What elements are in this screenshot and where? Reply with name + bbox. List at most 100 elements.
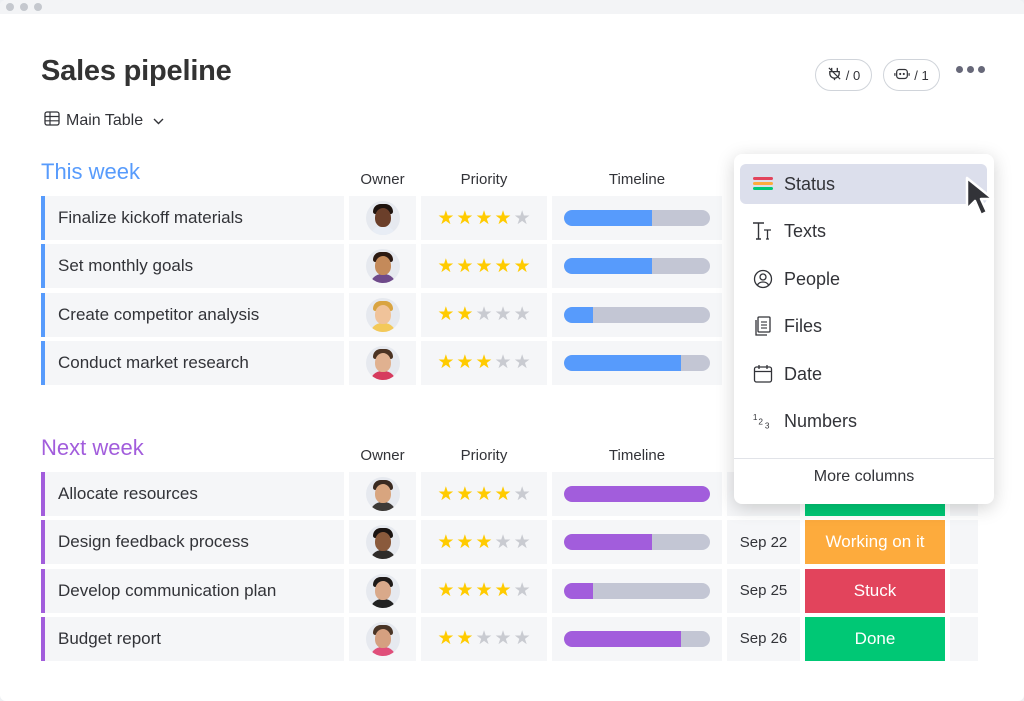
star-icon[interactable]: ★ bbox=[456, 580, 474, 602]
date-cell[interactable]: Sep 26 bbox=[727, 616, 800, 661]
owner-cell[interactable] bbox=[349, 292, 416, 337]
integrations-button[interactable]: / 0 bbox=[815, 59, 872, 91]
star-icon[interactable]: ★ bbox=[513, 304, 531, 326]
priority-rating[interactable]: ★ ★ ★ ★ ★ bbox=[421, 340, 547, 385]
column-header-priority[interactable]: Priority bbox=[460, 171, 508, 188]
empty-cell[interactable] bbox=[950, 568, 978, 613]
star-icon[interactable]: ★ bbox=[437, 304, 455, 326]
priority-rating[interactable]: ★ ★ ★ ★ ★ bbox=[421, 616, 547, 661]
owner-cell[interactable] bbox=[349, 472, 416, 516]
timeline-cell[interactable] bbox=[552, 568, 722, 613]
item-name-cell[interactable]: Develop communication plan bbox=[41, 568, 344, 613]
star-icon[interactable]: ★ bbox=[513, 531, 531, 553]
star-icon[interactable]: ★ bbox=[494, 628, 512, 650]
column-header-timeline[interactable]: Timeline bbox=[608, 171, 666, 188]
item-name-cell[interactable]: Design feedback process bbox=[41, 520, 344, 565]
star-icon[interactable]: ★ bbox=[437, 580, 455, 602]
empty-cell[interactable] bbox=[950, 616, 978, 661]
owner-cell[interactable] bbox=[349, 244, 416, 289]
item-name-cell[interactable]: Set monthly goals bbox=[41, 244, 344, 289]
timeline-cell[interactable] bbox=[552, 520, 722, 565]
star-icon[interactable]: ★ bbox=[475, 304, 493, 326]
group-title-this-week[interactable]: This week bbox=[41, 159, 141, 184]
item-name-cell[interactable]: Finalize kickoff materials bbox=[41, 196, 344, 240]
menu-item-people[interactable]: People bbox=[740, 259, 987, 299]
star-icon[interactable]: ★ bbox=[437, 207, 455, 229]
more-columns-button[interactable]: More columns bbox=[813, 468, 915, 485]
priority-rating[interactable]: ★ ★ ★ ★ ★ bbox=[421, 196, 547, 240]
star-icon[interactable]: ★ bbox=[475, 531, 493, 553]
owner-cell[interactable] bbox=[349, 616, 416, 661]
view-switcher[interactable]: Main Table bbox=[44, 111, 164, 131]
star-icon[interactable]: ★ bbox=[494, 255, 512, 277]
table-row[interactable]: Conduct market research ★ ★ ★ ★ ★ bbox=[41, 340, 981, 385]
status-cell[interactable]: Stuck bbox=[805, 568, 945, 613]
star-icon[interactable]: ★ bbox=[494, 304, 512, 326]
priority-rating[interactable]: ★ ★ ★ ★ ★ bbox=[421, 292, 547, 337]
item-name-cell[interactable]: Conduct market research bbox=[41, 340, 344, 385]
star-icon[interactable]: ★ bbox=[494, 207, 512, 229]
star-icon[interactable]: ★ bbox=[475, 580, 493, 602]
star-icon[interactable]: ★ bbox=[513, 580, 531, 602]
timeline-cell[interactable] bbox=[552, 244, 722, 289]
item-name-cell[interactable]: Budget report bbox=[41, 616, 344, 661]
star-icon[interactable]: ★ bbox=[475, 207, 493, 229]
star-icon[interactable]: ★ bbox=[456, 531, 474, 553]
menu-item-status[interactable]: Status bbox=[740, 164, 987, 204]
status-cell[interactable]: Done bbox=[805, 616, 945, 661]
timeline-cell[interactable] bbox=[552, 616, 722, 661]
priority-rating[interactable]: ★ ★ ★ ★ ★ bbox=[421, 472, 547, 516]
column-header-timeline[interactable]: Timeline bbox=[608, 447, 666, 464]
owner-cell[interactable] bbox=[349, 196, 416, 240]
table-row[interactable]: Finalize kickoff materials ★ ★ ★ ★ ★ bbox=[41, 196, 981, 240]
priority-rating[interactable]: ★ ★ ★ ★ ★ bbox=[421, 568, 547, 613]
star-icon[interactable]: ★ bbox=[456, 352, 474, 374]
date-cell[interactable]: Sep 25 bbox=[727, 568, 800, 613]
star-icon[interactable]: ★ bbox=[494, 352, 512, 374]
star-icon[interactable]: ★ bbox=[494, 531, 512, 553]
menu-item-texts[interactable]: Texts bbox=[740, 211, 987, 251]
table-row[interactable]: Create competitor analysis ★ ★ ★ ★ ★ bbox=[41, 292, 981, 337]
star-icon[interactable]: ★ bbox=[494, 483, 512, 505]
column-header-owner[interactable]: Owner bbox=[360, 171, 405, 188]
priority-rating[interactable]: ★ ★ ★ ★ ★ bbox=[421, 244, 547, 289]
star-icon[interactable]: ★ bbox=[437, 255, 455, 277]
empty-cell[interactable] bbox=[950, 520, 978, 565]
star-icon[interactable]: ★ bbox=[456, 255, 474, 277]
star-icon[interactable]: ★ bbox=[475, 483, 493, 505]
menu-item-date[interactable]: Date bbox=[740, 354, 987, 394]
star-icon[interactable]: ★ bbox=[475, 352, 493, 374]
star-icon[interactable]: ★ bbox=[437, 628, 455, 650]
menu-item-files[interactable]: Files bbox=[740, 306, 987, 346]
automations-button[interactable]: / 1 bbox=[883, 59, 940, 91]
item-name-cell[interactable]: Allocate resources bbox=[41, 472, 344, 516]
timeline-cell[interactable] bbox=[552, 196, 722, 240]
group-title-next-week[interactable]: Next week bbox=[41, 435, 144, 460]
timeline-cell[interactable] bbox=[552, 340, 722, 385]
star-icon[interactable]: ★ bbox=[437, 352, 455, 374]
column-header-priority[interactable]: Priority bbox=[460, 447, 508, 464]
star-icon[interactable]: ★ bbox=[456, 304, 474, 326]
star-icon[interactable]: ★ bbox=[513, 628, 531, 650]
star-icon[interactable]: ★ bbox=[437, 531, 455, 553]
date-cell[interactable]: Sep 22 bbox=[727, 520, 800, 565]
star-icon[interactable]: ★ bbox=[494, 580, 512, 602]
owner-cell[interactable] bbox=[349, 520, 416, 565]
table-row[interactable]: Budget report ★ ★ ★ ★ ★ Sep 26 Done bbox=[41, 616, 981, 661]
table-row[interactable]: Set monthly goals ★ ★ ★ ★ ★ bbox=[41, 244, 981, 289]
star-icon[interactable]: ★ bbox=[456, 628, 474, 650]
star-icon[interactable]: ★ bbox=[513, 207, 531, 229]
star-icon[interactable]: ★ bbox=[513, 255, 531, 277]
star-icon[interactable]: ★ bbox=[437, 483, 455, 505]
star-icon[interactable]: ★ bbox=[475, 255, 493, 277]
status-cell[interactable]: Working on it bbox=[805, 520, 945, 565]
star-icon[interactable]: ★ bbox=[513, 352, 531, 374]
timeline-cell[interactable] bbox=[552, 472, 722, 516]
star-icon[interactable]: ★ bbox=[475, 628, 493, 650]
timeline-cell[interactable] bbox=[552, 292, 722, 337]
star-icon[interactable]: ★ bbox=[456, 483, 474, 505]
star-icon[interactable]: ★ bbox=[513, 483, 531, 505]
star-icon[interactable]: ★ bbox=[456, 207, 474, 229]
owner-cell[interactable] bbox=[349, 340, 416, 385]
